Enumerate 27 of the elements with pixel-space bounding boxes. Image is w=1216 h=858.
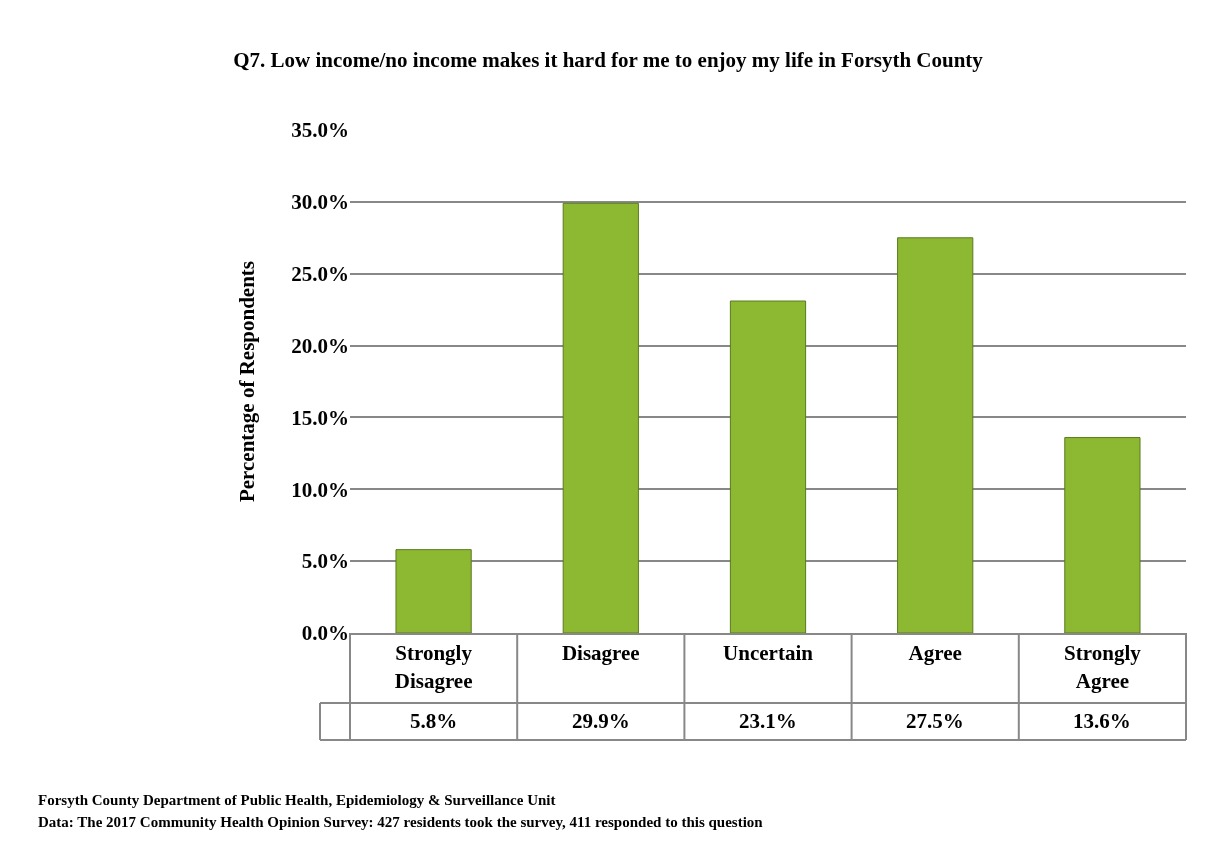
data-label: 23.1% [739, 709, 797, 733]
x-tick-label: Disagree [561, 641, 640, 666]
bar [897, 237, 974, 633]
x-tick-label: Agree [908, 641, 962, 666]
y-tick-label: 30.0% [291, 190, 349, 215]
text: Forsyth County Department of Public Health, Epidemiology & Surveillance Unit [38, 792, 556, 808]
data-label: 5.8% [410, 709, 458, 733]
x-tick-label: Strongly Agree [1064, 641, 1142, 693]
bar [1064, 437, 1141, 633]
data-label: 29.9% [572, 709, 630, 733]
data-label: 27.5% [906, 709, 964, 733]
bar [562, 202, 639, 633]
y-tick-label: 15.0% [291, 405, 349, 430]
y-tick-label: 35.0% [291, 118, 349, 143]
y-tick-label: 20.0% [291, 333, 349, 358]
x-tick-label: Uncertain [723, 641, 814, 666]
y-tick-label: 0.0% [301, 621, 349, 646]
chart-title: Q7. Low income/no income makes it hard for me to enjoy my life in Forsyth County [233, 48, 984, 73]
bar [395, 549, 472, 633]
y-tick-label: 10.0% [291, 477, 349, 502]
text: Data: The 2017 Community Health Opinion Survey: 427 residents took the survey, 411 responded to this question [38, 814, 764, 830]
y-tick-label: 25.0% [291, 262, 349, 287]
data-label: 13.6% [1073, 709, 1131, 733]
bar [729, 300, 807, 633]
y-axis-title: Percentage of Respondents [235, 260, 260, 503]
y-tick-label: 5.0% [301, 549, 349, 574]
x-tick-label: Strongly Disagree [394, 641, 473, 693]
